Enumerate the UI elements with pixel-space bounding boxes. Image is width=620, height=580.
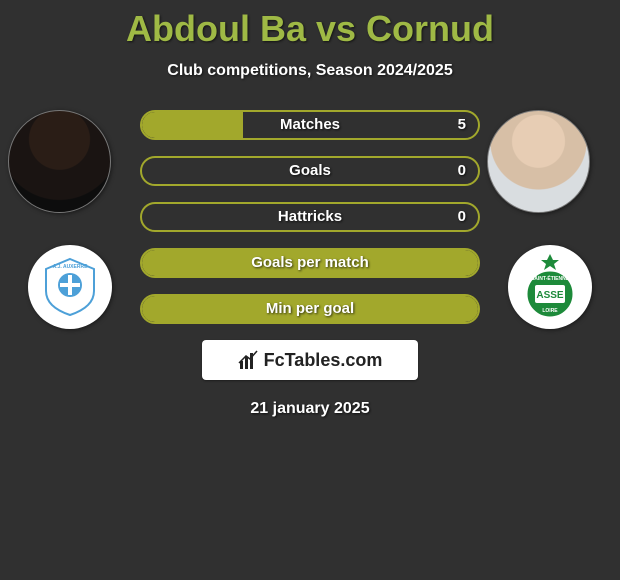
stat-label: Goals: [142, 158, 478, 184]
stat-row: Hattricks0: [140, 202, 480, 232]
stat-label: Goals per match: [142, 250, 478, 276]
stat-row: Goals0: [140, 156, 480, 186]
svg-text:A.J. AUXERRE: A.J. AUXERRE: [53, 264, 88, 270]
stat-label: Hattricks: [142, 204, 478, 230]
club-left-badge: A.J. AUXERRE: [28, 245, 112, 329]
stat-rows: Matches5Goals0Hattricks0Goals per matchM…: [140, 110, 480, 324]
comparison-body: A.J. AUXERRE ASSE SAINT-ÉTIENNE LOIRE Ma…: [0, 110, 620, 418]
stat-row: Goals per match: [140, 248, 480, 278]
stat-row: Min per goal: [140, 294, 480, 324]
club-right-badge: ASSE SAINT-ÉTIENNE LOIRE: [508, 245, 592, 329]
stat-label: Matches: [142, 112, 478, 138]
bar-chart-icon: [238, 349, 260, 371]
brand-box[interactable]: FcTables.com: [202, 340, 418, 380]
date-line: 21 january 2025: [0, 400, 620, 418]
asse-crest-icon: ASSE SAINT-ÉTIENNE LOIRE: [517, 254, 583, 320]
stat-value: 0: [458, 204, 466, 230]
brand-text: FcTables.com: [264, 350, 383, 371]
stat-value: 0: [458, 158, 466, 184]
stat-value: 5: [458, 112, 466, 138]
player-left-avatar: [8, 110, 111, 213]
auxerre-crest-icon: A.J. AUXERRE: [40, 257, 100, 317]
page-title: Abdoul Ba vs Cornud: [0, 8, 620, 50]
stat-label: Min per goal: [142, 296, 478, 322]
svg-text:SAINT-ÉTIENNE: SAINT-ÉTIENNE: [531, 274, 570, 282]
svg-text:LOIRE: LOIRE: [542, 308, 558, 314]
page-subtitle: Club competitions, Season 2024/2025: [0, 62, 620, 80]
comparison-card: Abdoul Ba vs Cornud Club competitions, S…: [0, 0, 620, 418]
stat-row: Matches5: [140, 110, 480, 140]
svg-text:ASSE: ASSE: [536, 290, 564, 301]
player-right-avatar: [487, 110, 590, 213]
